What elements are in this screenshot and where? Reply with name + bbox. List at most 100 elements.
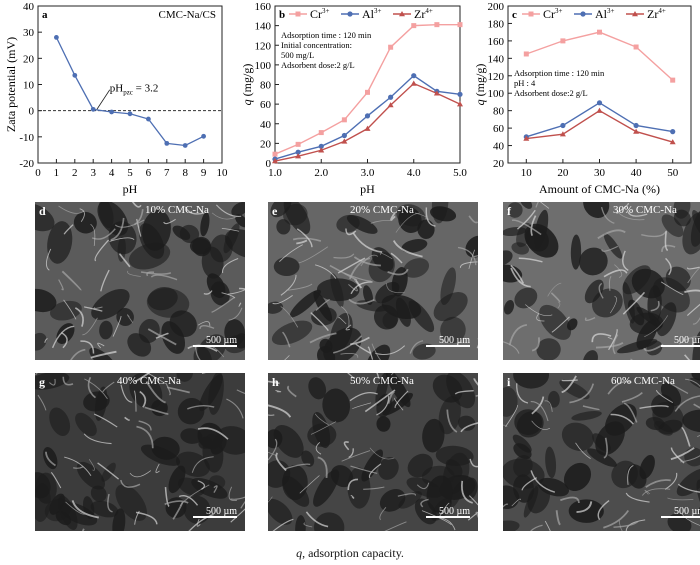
data-point [164, 140, 170, 146]
sem-wall [309, 332, 337, 344]
sem-wall [379, 252, 393, 260]
sem-pore [571, 411, 602, 421]
sem-wall [352, 232, 383, 254]
sem-pore [548, 390, 560, 408]
sem-wall [228, 307, 243, 321]
sem-wall [61, 270, 82, 292]
sem-wall [197, 427, 229, 440]
sem-wall [58, 205, 85, 214]
sem-pore [56, 323, 75, 344]
sem-wall [62, 376, 74, 386]
sem-wall [531, 337, 540, 352]
sem-wall [686, 303, 700, 316]
sem-pore [90, 485, 107, 502]
data-point [670, 77, 676, 83]
sem-pore [622, 265, 651, 295]
sem-wall [284, 463, 311, 470]
sem-pore [191, 477, 228, 499]
sem-pore [426, 475, 453, 513]
panel-label: g [39, 375, 45, 389]
sem-wall [667, 497, 694, 501]
sem-wall [64, 456, 92, 477]
series [272, 80, 463, 164]
sem-pore [563, 462, 592, 492]
legend-label: Cr3+ [310, 7, 330, 21]
sem-wall [544, 520, 551, 531]
sem-pore [301, 450, 315, 467]
sem-wall [353, 256, 381, 267]
y-tick-label: 10 [23, 80, 35, 92]
sem-pore [368, 252, 395, 283]
sem-wall [310, 421, 337, 435]
sem-wall [386, 283, 405, 293]
sem-wall [510, 264, 525, 284]
sem-pore [312, 412, 331, 449]
y-tick-label: 140 [488, 53, 505, 65]
data-point [596, 100, 603, 106]
y-tick-label: 80 [493, 106, 505, 118]
sem-wall [268, 496, 273, 503]
sem-pore [94, 386, 108, 421]
sem-pore [684, 447, 700, 467]
x-tick-label: 4 [109, 167, 115, 179]
x-tick-label: 6 [146, 167, 152, 179]
sem-wall [228, 486, 238, 502]
sem-wall [469, 458, 478, 468]
sem-wall [184, 206, 205, 215]
sem-pore [172, 225, 191, 240]
sem-wall [530, 401, 549, 422]
sem-wall [44, 337, 48, 343]
sem-pore [282, 475, 310, 507]
sem-pore [407, 453, 433, 478]
sem-image [503, 202, 700, 360]
sem-pore [365, 344, 391, 360]
sem-wall [473, 255, 478, 258]
sem-pore [514, 409, 543, 435]
data-point [364, 125, 371, 131]
data-point [411, 73, 417, 79]
series [272, 22, 463, 157]
sem-wall [681, 513, 700, 526]
sem-wall [97, 342, 105, 349]
sem-wall [230, 496, 245, 500]
sem-pore [346, 214, 378, 234]
sem-wall [83, 306, 103, 312]
sem-wall [351, 402, 372, 410]
data-point [523, 51, 529, 57]
sem-wall [344, 272, 371, 282]
conditions-annotation: Adsorption time : 120 min Initial concent… [281, 30, 372, 70]
sem-wall [49, 378, 56, 386]
x-tick-label: 3 [90, 167, 96, 179]
sem-wall [136, 425, 154, 449]
sem-wall [569, 383, 595, 404]
sem-wall [135, 511, 158, 525]
sem-wall [126, 314, 134, 323]
sem-wall [603, 437, 608, 459]
sem-pore [523, 486, 539, 518]
sem-wall [561, 379, 578, 382]
data-point [318, 143, 324, 149]
sem-wall [608, 276, 612, 291]
sem-pore [401, 239, 428, 253]
y-tick-label: 160 [488, 36, 505, 48]
data-point [341, 132, 347, 139]
sem-wall [355, 343, 371, 354]
sem-pore [520, 202, 533, 209]
sem-pore [373, 304, 399, 330]
sem-wall [511, 498, 521, 507]
sem-wall [370, 219, 393, 224]
sem-wall [310, 312, 329, 332]
sem-pore [503, 485, 520, 510]
sem-wall [272, 518, 294, 531]
y-tick-label: 20 [23, 53, 35, 65]
sem-wall [420, 498, 429, 508]
sem-pore [689, 377, 700, 395]
legend-label: Zr4+ [647, 7, 666, 21]
sem-wall [516, 383, 529, 404]
sem-wall [601, 245, 619, 252]
sem-wall [684, 289, 700, 294]
sem-wall [530, 215, 537, 236]
sem-pore [168, 465, 186, 494]
sem-wall [687, 267, 700, 284]
sem-wall [446, 409, 458, 433]
